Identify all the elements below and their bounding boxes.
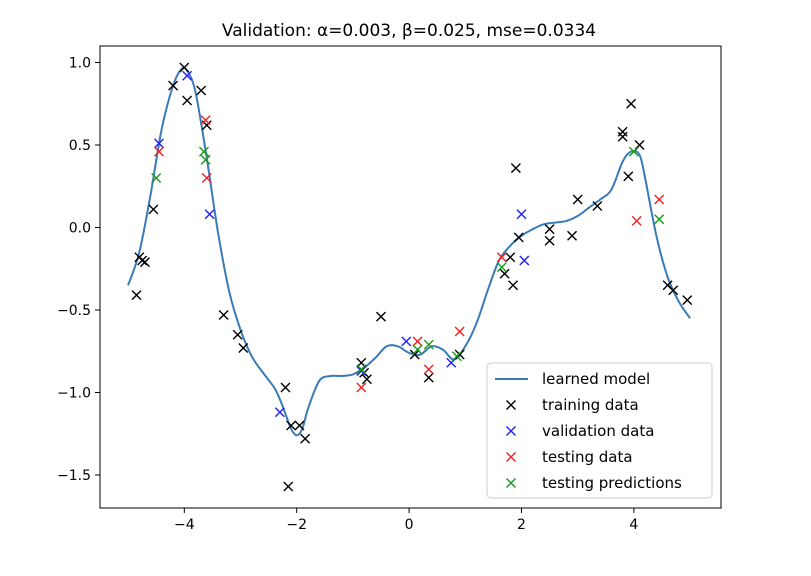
testing-predictions-point bbox=[654, 214, 665, 225]
x-tick-label: −4 bbox=[174, 517, 195, 533]
training-data-point bbox=[626, 98, 637, 109]
training-data-point bbox=[423, 372, 434, 383]
testing-data-point bbox=[200, 115, 211, 126]
training-data-point bbox=[499, 268, 510, 279]
training-data-point bbox=[682, 295, 693, 306]
training-data-point bbox=[508, 280, 519, 291]
legend-swatch-validation-data bbox=[506, 426, 516, 436]
legend-swatch-testing-data bbox=[506, 452, 516, 462]
testing-predictions-point bbox=[628, 146, 639, 157]
training-data-point bbox=[544, 235, 555, 246]
testing-predictions-point bbox=[151, 173, 162, 183]
y-tick-label: 1.0 bbox=[69, 56, 91, 72]
validation-data-point bbox=[356, 366, 367, 377]
y-tick-label: −0.5 bbox=[57, 303, 91, 319]
legend-label-testing-data: testing data bbox=[542, 448, 633, 466]
testing-predictions-point bbox=[451, 351, 462, 362]
training-data-point bbox=[148, 204, 159, 215]
plot-area bbox=[99, 45, 722, 509]
testing-data-point bbox=[496, 252, 507, 263]
training-data-point bbox=[238, 342, 249, 353]
legend-label-learned-model: learned model bbox=[542, 370, 650, 388]
training-data-point bbox=[617, 126, 628, 137]
validation-data-point bbox=[182, 70, 193, 81]
training-data-point bbox=[361, 374, 372, 385]
validation-data-point bbox=[519, 255, 530, 266]
training-data-point bbox=[179, 62, 190, 73]
validation-data-point bbox=[154, 138, 165, 149]
chart-title: Validation: α=0.003, β=0.025, mse=0.0334 bbox=[222, 21, 596, 41]
x-tick-label: 0 bbox=[405, 517, 414, 533]
x-tick-label: −2 bbox=[286, 517, 307, 533]
y-tick-label: 0.5 bbox=[69, 138, 91, 154]
learned-model-curve bbox=[127, 66, 691, 437]
training-data-point bbox=[294, 420, 305, 431]
legend-label-testing-predictions: testing predictions bbox=[542, 474, 682, 492]
training-data-point bbox=[283, 481, 294, 492]
legend: learned model training data validation dat… bbox=[486, 362, 713, 499]
training-data-point bbox=[168, 80, 179, 91]
training-data-point bbox=[286, 420, 297, 431]
training-data-point bbox=[137, 255, 148, 266]
training-data-point bbox=[617, 131, 628, 142]
testing-data-point bbox=[154, 146, 165, 157]
data-points bbox=[131, 62, 693, 492]
training-data-point bbox=[232, 329, 243, 340]
legend-swatch-training-data bbox=[506, 400, 516, 410]
testing-predictions-point bbox=[412, 344, 423, 355]
testing-predictions-point bbox=[423, 339, 434, 350]
testing-predictions-point bbox=[200, 154, 211, 165]
legend-label-validation-data: validation data bbox=[542, 422, 654, 440]
training-data-point bbox=[196, 85, 207, 96]
x-axis: −4 −2 0 2 4 bbox=[174, 508, 638, 533]
training-data-point bbox=[544, 224, 555, 235]
testing-data-point bbox=[201, 173, 212, 183]
validation-data-point bbox=[516, 209, 527, 220]
validation-data-point bbox=[274, 407, 285, 418]
x-tick-label: 2 bbox=[517, 517, 526, 533]
training-data-point bbox=[668, 285, 679, 296]
training-data-point bbox=[409, 349, 420, 360]
testing-data-point bbox=[412, 336, 423, 347]
training-data-point bbox=[505, 252, 516, 263]
training-data-point bbox=[131, 290, 142, 301]
testing-data-point bbox=[654, 194, 665, 205]
validation-data-point bbox=[401, 336, 412, 347]
y-axis: 1.0 0.5 0.0 −0.5 −1.0 −1.5 bbox=[57, 56, 100, 484]
legend-label-training-data: training data bbox=[542, 396, 639, 414]
y-tick-label: 0.0 bbox=[69, 221, 91, 237]
training-data-point bbox=[513, 232, 524, 243]
testing-data-point bbox=[454, 326, 465, 337]
legend-box bbox=[486, 362, 713, 499]
x-tick-label: 4 bbox=[629, 517, 638, 533]
training-data-point bbox=[592, 201, 603, 212]
training-data-point bbox=[572, 194, 583, 205]
training-data-point bbox=[182, 95, 193, 106]
validation-data-point bbox=[204, 209, 215, 220]
y-tick-label: −1.5 bbox=[57, 468, 91, 484]
training-data-point bbox=[218, 309, 229, 320]
y-tick-label: −1.0 bbox=[57, 386, 91, 402]
testing-predictions-point bbox=[198, 146, 209, 157]
training-data-point bbox=[139, 257, 150, 268]
training-data-point bbox=[623, 171, 634, 182]
training-data-point bbox=[510, 163, 521, 174]
testing-data-point bbox=[356, 382, 367, 393]
training-data-point bbox=[376, 311, 386, 322]
testing-data-point bbox=[423, 364, 434, 375]
training-data-point bbox=[567, 230, 578, 241]
training-data-point bbox=[280, 382, 291, 393]
training-data-point bbox=[454, 349, 465, 360]
testing-data-point bbox=[631, 215, 642, 226]
testing-predictions-point bbox=[496, 262, 507, 273]
testing-predictions-point bbox=[356, 364, 367, 375]
legend-swatch-testing-predictions bbox=[506, 478, 516, 488]
training-data-point bbox=[300, 433, 311, 444]
